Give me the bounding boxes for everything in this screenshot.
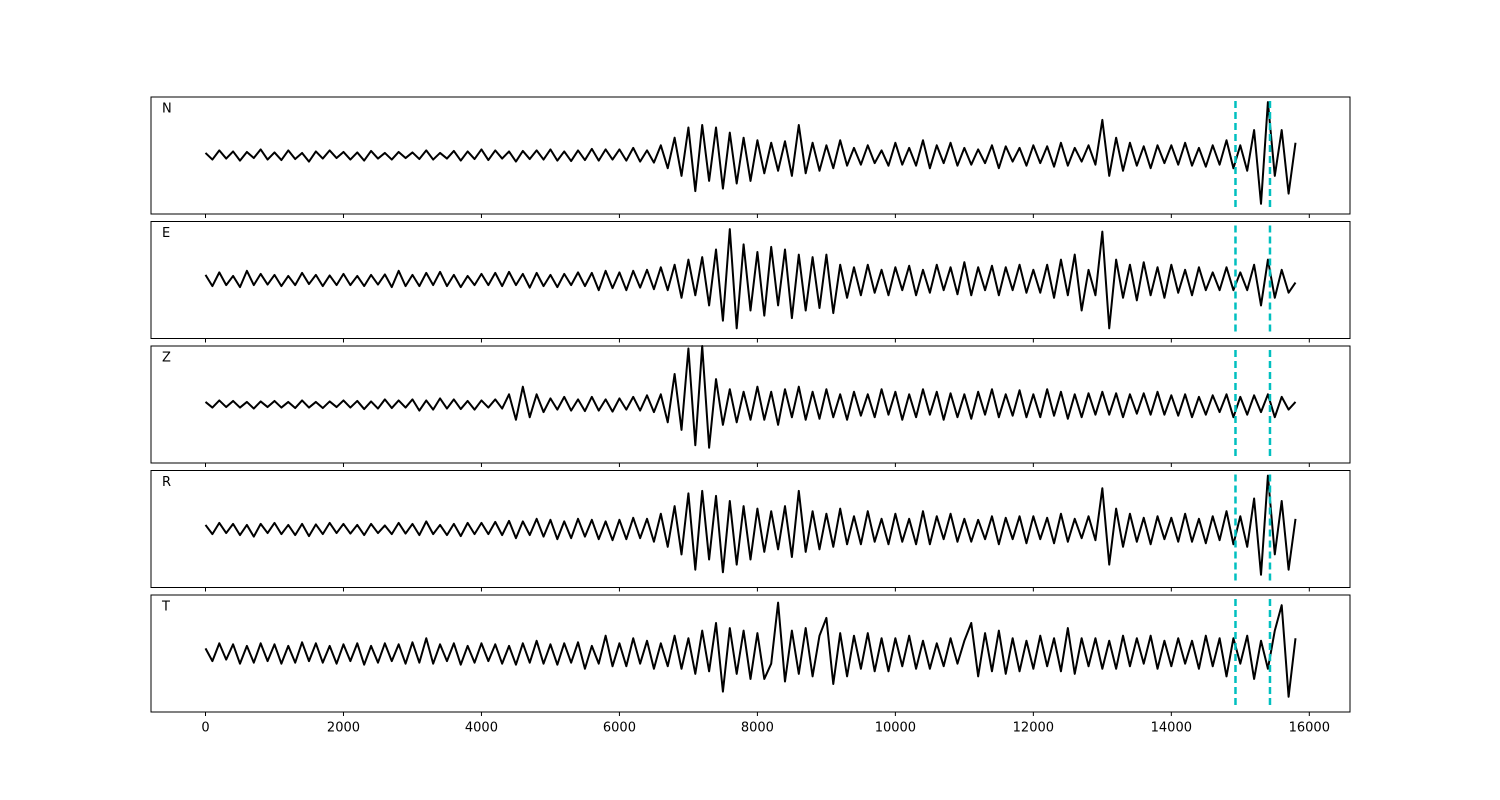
trace: [204, 474, 1297, 576]
x-tick-label: 12000: [1013, 721, 1054, 736]
x-tick-label: 10000: [875, 721, 916, 736]
panel-label: Z: [162, 351, 171, 366]
x-tick-label: 14000: [1151, 721, 1192, 736]
trace: [204, 601, 1297, 698]
panel-label: R: [162, 475, 171, 490]
x-tick-label: 4000: [465, 721, 498, 736]
panel-label: N: [162, 102, 172, 117]
panel-frame: [150, 221, 1351, 339]
trace: [204, 345, 1297, 449]
panel-frame: [150, 96, 1351, 215]
trace: [204, 228, 1297, 330]
trace: [204, 101, 1297, 205]
panel-frame: [150, 470, 1351, 588]
x-tick-label: 0: [201, 721, 209, 736]
panel-label: T: [161, 600, 170, 615]
panel-frame: [150, 594, 1351, 713]
x-tick-label: 6000: [603, 721, 636, 736]
panel-frame: [150, 345, 1351, 464]
panel-label: E: [162, 226, 170, 241]
x-tick-label: 16000: [1289, 721, 1330, 736]
x-tick-label: 2000: [327, 721, 360, 736]
x-tick-label: 8000: [741, 721, 774, 736]
